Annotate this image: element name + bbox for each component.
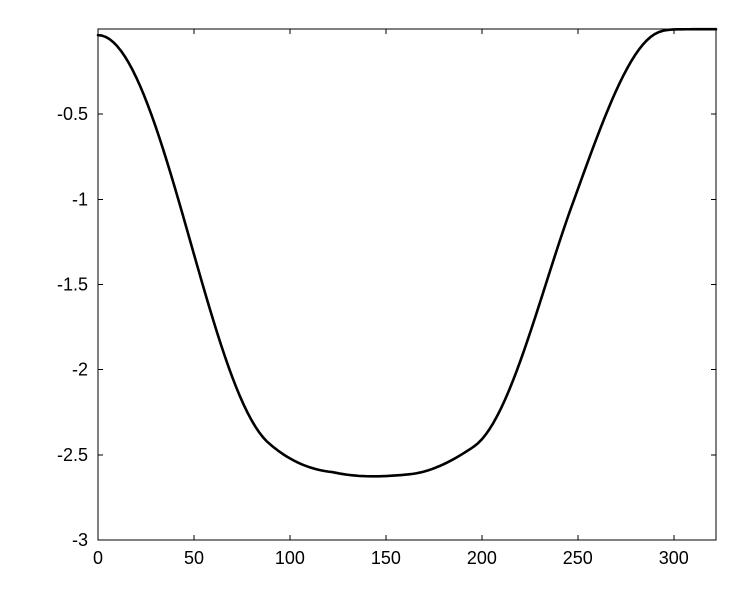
x-tick-label: 250 [563,548,593,568]
y-tick-label: -2 [72,360,88,380]
y-tick-label: -0.5 [57,104,88,124]
x-tick-label: 100 [275,548,305,568]
y-tick-label: -2.5 [57,445,88,465]
plot-area-box [98,29,716,540]
x-tick-label: 0 [93,548,103,568]
x-tick-label: 50 [184,548,204,568]
x-axis-ticks: 0 50 100 150 200 250 300 [93,29,689,568]
data-series-line [98,29,716,476]
y-axis-ticks: -3 -2.5 -2 -1.5 -1 -0.5 [57,104,716,550]
y-tick-label: -1.5 [57,275,88,295]
chart-container: 0 50 100 150 200 250 300 -3 -2.5 -2 -1.5 -1 -0.5 [0,0,751,599]
y-tick-label: -1 [72,189,88,209]
x-tick-label: 150 [371,548,401,568]
x-tick-label: 200 [467,548,497,568]
x-tick-label: 300 [659,548,689,568]
line-chart: 0 50 100 150 200 250 300 -3 -2.5 -2 -1.5 -1 -0.5 [0,0,751,599]
y-tick-label: -3 [72,530,88,550]
